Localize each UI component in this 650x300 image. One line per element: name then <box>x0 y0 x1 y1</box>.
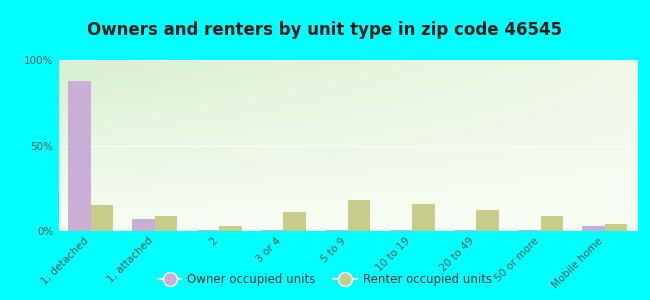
Bar <box>605 224 627 231</box>
Bar <box>155 216 177 231</box>
Bar <box>197 230 219 231</box>
Bar <box>348 200 370 231</box>
Bar <box>582 226 605 231</box>
Text: Owners and renters by unit type in zip code 46545: Owners and renters by unit type in zip c… <box>88 21 562 39</box>
Bar <box>133 219 155 231</box>
Bar <box>389 230 412 231</box>
Bar <box>412 204 434 231</box>
Bar <box>219 226 242 231</box>
Bar <box>325 230 348 231</box>
Bar <box>454 230 476 231</box>
Bar <box>90 205 113 231</box>
Bar <box>283 212 306 231</box>
Legend: Owner occupied units, Renter occupied units: Owner occupied units, Renter occupied un… <box>153 269 497 291</box>
Bar <box>261 230 283 231</box>
Bar <box>541 216 563 231</box>
Bar <box>476 211 499 231</box>
Bar <box>68 80 90 231</box>
Bar <box>518 230 541 231</box>
